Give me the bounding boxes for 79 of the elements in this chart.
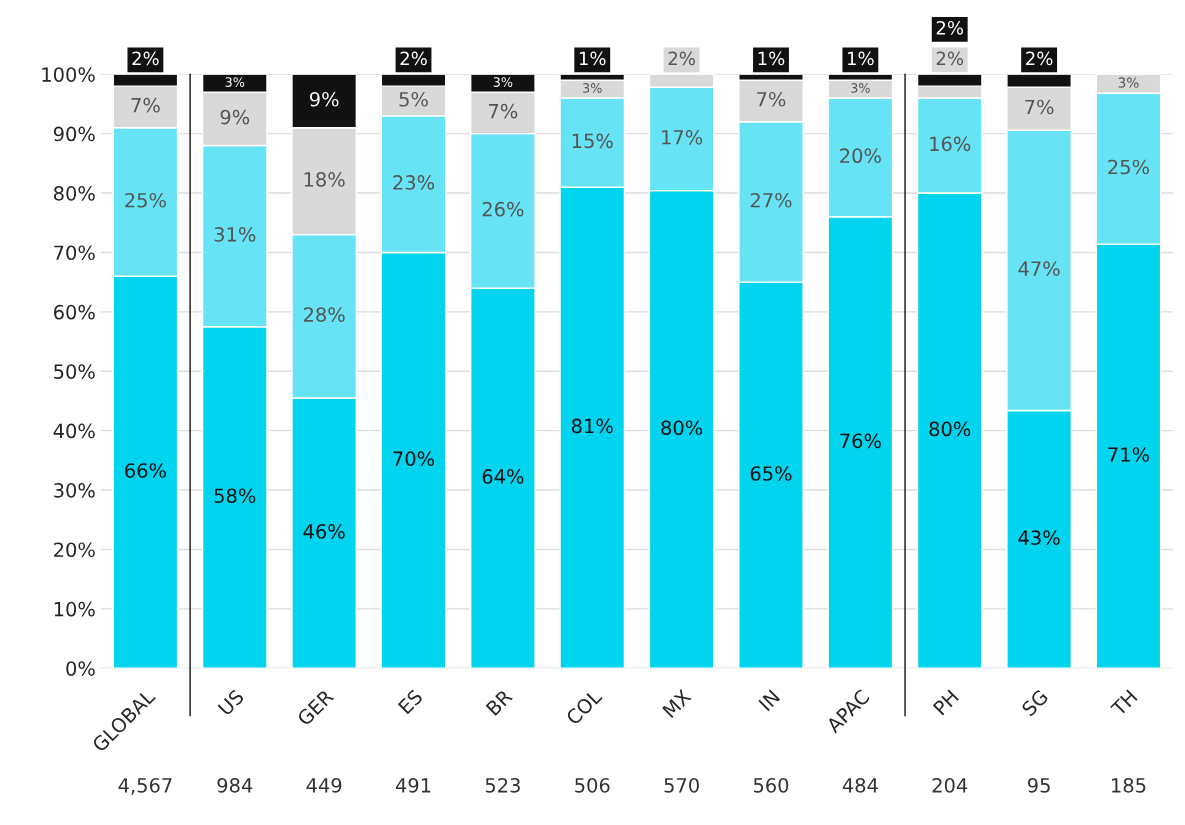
data-label: 71%: [1108, 447, 1149, 462]
data-label: 80%: [661, 420, 703, 436]
text: 570: [664, 777, 699, 793]
data-label: 3%: [583, 83, 602, 93]
data-label: 65%: [750, 466, 792, 481]
data-label: 1%: [758, 51, 785, 66]
y-tick-label: 10%: [54, 601, 95, 617]
data-label: 31%: [214, 227, 256, 242]
text: 449: [306, 777, 342, 793]
data-label: 7%: [131, 97, 160, 113]
data-label: 5%: [399, 91, 428, 107]
data-label: 25%: [1108, 159, 1149, 175]
text: 4,567: [118, 777, 172, 795]
data-label: 18%: [304, 172, 345, 187]
y-tick-label: 90%: [53, 126, 95, 142]
data-label: 3%: [225, 77, 245, 87]
text: 523: [485, 777, 520, 793]
y-tick-label: 80%: [53, 186, 95, 201]
data-label: 2%: [132, 51, 159, 66]
data-label: 81%: [571, 418, 613, 434]
data-label: 2%: [936, 51, 964, 66]
x-tick-label: TH: [1110, 689, 1138, 717]
data-label: 27%: [750, 192, 792, 208]
data-label: 7%: [489, 103, 518, 119]
data-label: 2%: [1026, 51, 1053, 66]
text: 484: [842, 777, 878, 793]
data-label: 3%: [1118, 77, 1139, 88]
data-label: 28%: [303, 307, 345, 322]
x-tick-label: PH: [932, 689, 959, 716]
y-tick-label: 30%: [54, 483, 95, 498]
data-label: 47%: [1018, 261, 1060, 276]
y-tick-label: 60%: [54, 304, 95, 320]
y-tick-label: 20%: [54, 542, 95, 558]
data-label: 20%: [840, 148, 881, 164]
data-label: 3%: [851, 83, 870, 93]
x-tick-label: IN: [758, 689, 781, 712]
data-label: 58%: [214, 488, 256, 504]
text: 95: [1027, 777, 1050, 793]
text: 185: [1112, 777, 1146, 793]
data-label: 43%: [1018, 530, 1060, 545]
y-tick-label: 0%: [66, 661, 95, 676]
data-label: 15%: [572, 133, 613, 149]
data-label: 1%: [579, 51, 606, 66]
x-tick-label: GER: [296, 688, 335, 727]
data-label: 9%: [220, 109, 250, 125]
data-label: 2%: [400, 51, 427, 66]
data-label: 9%: [309, 91, 339, 107]
y-tick-label: 50%: [54, 364, 95, 379]
data-label: 23%: [393, 175, 435, 190]
y-tick-label: 100%: [42, 67, 95, 82]
data-label: 76%: [840, 433, 881, 449]
data-label: 70%: [393, 451, 435, 466]
data-label: 26%: [482, 201, 524, 217]
data-label: 17%: [662, 129, 703, 145]
data-label: 66%: [125, 463, 166, 478]
x-tick-label: SG: [1020, 689, 1049, 717]
data-label: 80%: [929, 421, 971, 437]
text: 491: [395, 777, 431, 793]
data-label: 2%: [668, 51, 695, 66]
x-tick-label: COL: [565, 688, 603, 726]
data-label: 64%: [482, 469, 524, 484]
data-label: 16%: [930, 136, 971, 152]
data-label: 7%: [1025, 99, 1054, 115]
data-label: 7%: [757, 91, 786, 107]
x-tick-label: BR: [485, 688, 513, 716]
y-tick-label: 40%: [53, 423, 95, 439]
text: 506: [575, 777, 610, 793]
x-tick-label: ES: [397, 688, 424, 715]
x-tick-label: MX: [662, 688, 692, 719]
text: 204: [932, 777, 968, 793]
data-label: 1%: [848, 51, 874, 66]
text: 984: [217, 777, 253, 793]
data-label: 46%: [303, 524, 345, 539]
data-label: 25%: [125, 192, 166, 208]
data-label: 3%: [493, 77, 513, 87]
x-tick-label: US: [217, 688, 245, 716]
text: 560: [753, 777, 789, 793]
y-tick-label: 70%: [54, 245, 95, 261]
data-label: 2%: [936, 20, 964, 35]
